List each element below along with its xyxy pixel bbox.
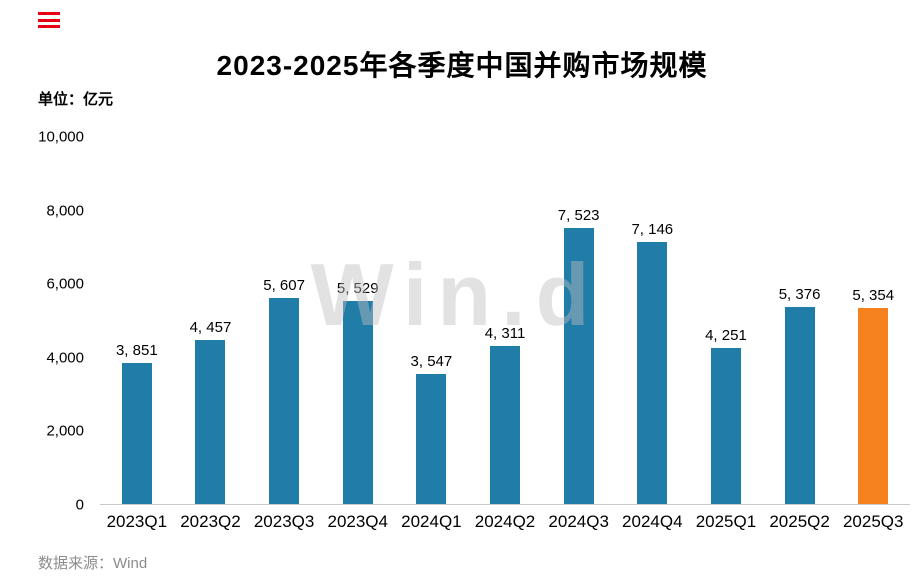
bar-group-2024Q3: 7, 523 (542, 137, 616, 504)
bar-value-label: 5, 376 (778, 285, 821, 303)
x-tick-2024Q4: 2024Q4 (622, 512, 683, 531)
unit-label: 单位：亿元 (38, 91, 114, 108)
bar-value-label: 4, 251 (705, 327, 747, 344)
x-tick-2025Q3: 2025Q3 (842, 512, 904, 531)
bar-2023Q1 (121, 362, 152, 504)
bar-group-2023Q2: 4, 457 (174, 137, 248, 504)
bar-value-label: 5, 354 (852, 286, 895, 304)
x-tick-2025Q2: 2025Q2 (769, 512, 830, 531)
bar-value-label: 5, 607 (263, 277, 305, 295)
bar-value-label: 3, 851 (115, 341, 158, 359)
hamburger-menu-icon[interactable] (38, 12, 60, 28)
menu-line (38, 25, 60, 28)
data-source-label: 数据来源：Wind (38, 555, 148, 572)
y-tick-label: 4,000 (46, 349, 84, 367)
y-tick-label: 8,000 (46, 202, 84, 220)
y-tick-label: 0 (75, 496, 84, 514)
bar-value-label: 7, 523 (557, 206, 600, 224)
x-tick-2024Q3: 2024Q3 (548, 512, 609, 531)
bar-2025Q1 (710, 348, 741, 504)
bar-2024Q1 (416, 373, 447, 504)
bar-2025Q3 (858, 307, 889, 504)
y-axis: 0 2,000 4,000 6,000 8,000 10,000 (0, 129, 100, 514)
bar-value-label: 7, 146 (631, 220, 674, 238)
menu-line (38, 18, 60, 22)
x-tick-2024Q2: 2024Q2 (474, 512, 536, 531)
bar-2024Q3 (563, 227, 594, 504)
x-tick-2025Q1: 2025Q1 (695, 512, 757, 531)
bar-value-label: 5, 529 (336, 280, 379, 298)
bar-chart: 0 2,000 4,000 6,000 8,000 10,000 3, 851 4, 457… (0, 129, 910, 514)
bar-group-2025Q1: 4, 251 (689, 137, 763, 504)
bar-2024Q2 (490, 345, 521, 504)
bar-group-2023Q1: 3, 851 (100, 137, 174, 504)
bar-value-label: 4, 311 (484, 324, 526, 342)
bar-value-label: 3, 547 (410, 352, 453, 370)
x-axis-labels: 2023Q1 2023Q2 2023Q3 2023Q4 2024Q1 2024Q2 2024… (100, 512, 910, 532)
x-tick-2024Q1: 2024Q1 (401, 512, 462, 531)
bar-group-2025Q2: 5, 376 (763, 137, 837, 504)
x-tick-2023Q1: 2023Q1 (106, 512, 168, 531)
bar-2023Q4 (342, 301, 373, 504)
bar-2024Q4 (637, 241, 668, 504)
bar-group-2024Q2: 4, 311 (468, 137, 542, 504)
y-tick-label: 10,000 (38, 128, 84, 146)
bar-value-label: 4, 457 (189, 319, 232, 337)
bar-group-2025Q3: 5, 354 (836, 137, 910, 504)
plot-area: 3, 851 4, 457 5, 607 5, 529 3, 547 4, 311 7, 5… (100, 137, 910, 505)
bar-group-2023Q3: 5, 607 (247, 137, 321, 504)
bar-group-2024Q4: 7, 146 (615, 137, 689, 504)
bar-2023Q2 (195, 340, 226, 504)
bar-group-2024Q1: 3, 547 (395, 137, 469, 504)
x-tick-2023Q2: 2023Q2 (180, 512, 241, 531)
y-tick-label: 6,000 (46, 275, 84, 293)
x-tick-2023Q4: 2023Q4 (327, 512, 388, 531)
y-tick-label: 2,000 (46, 422, 84, 440)
bar-group-2023Q4: 5, 529 (321, 137, 395, 504)
page-title: 2023-2025年各季度中国并购市场规模 (216, 50, 708, 81)
bar-2025Q2 (784, 306, 815, 504)
x-tick-2023Q3: 2023Q3 (253, 512, 315, 531)
menu-line (38, 12, 60, 15)
bar-2023Q3 (269, 298, 300, 504)
